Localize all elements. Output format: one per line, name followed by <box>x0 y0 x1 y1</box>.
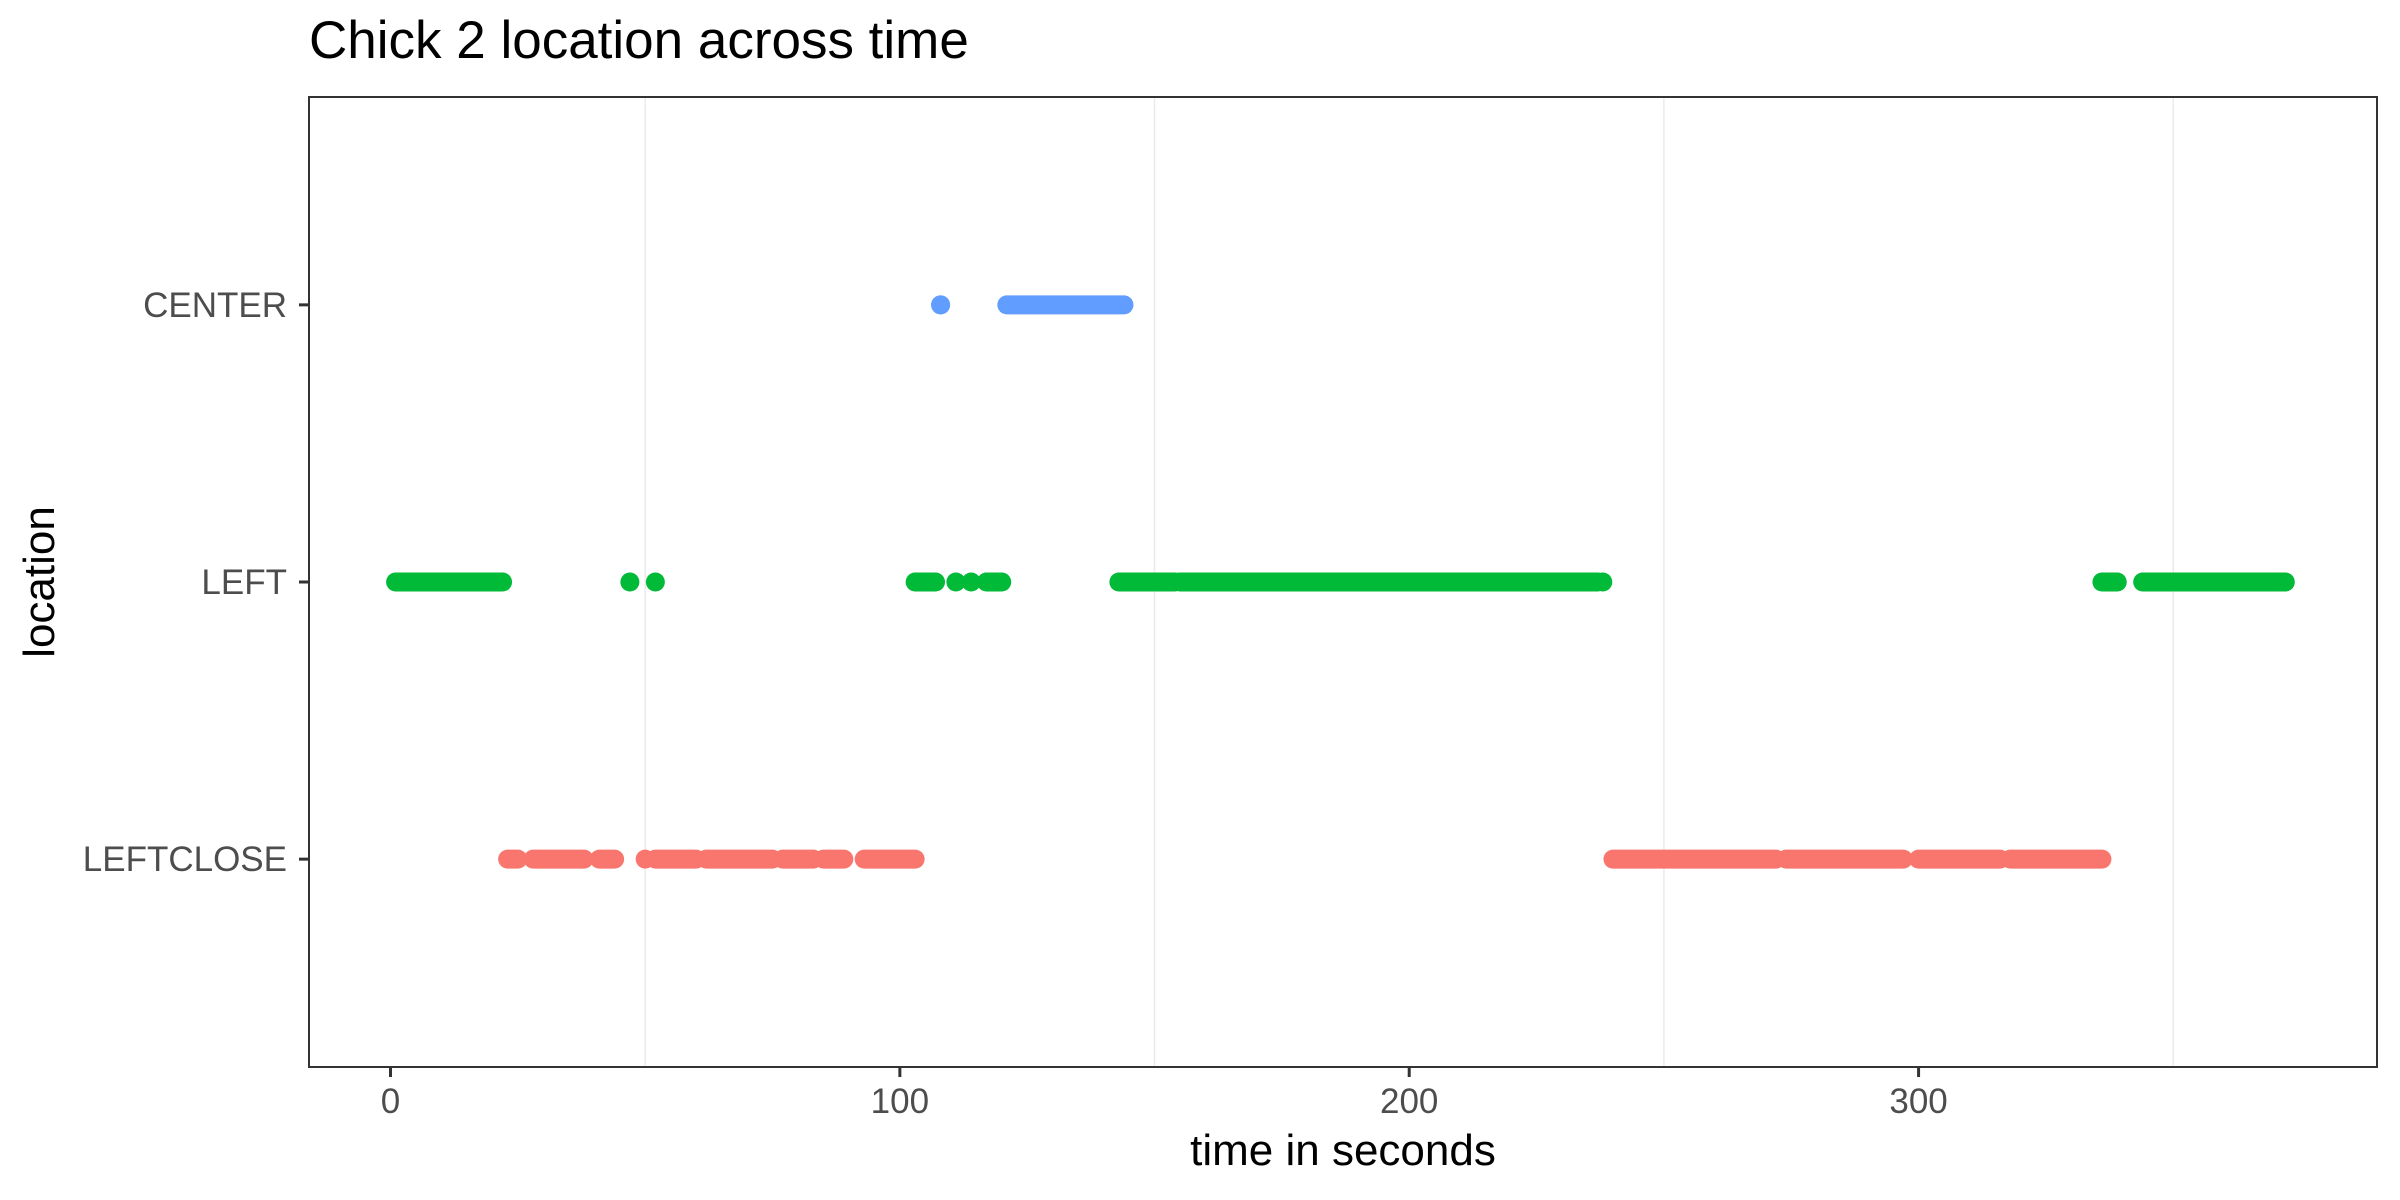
point-run <box>976 572 1012 592</box>
y-tick-label: CENTER <box>143 286 287 325</box>
data-point <box>645 572 665 592</box>
point-run <box>523 849 594 869</box>
point-run <box>386 572 513 592</box>
y-axis-title: location <box>15 506 64 658</box>
point-run <box>997 295 1134 315</box>
x-tick-label: 100 <box>871 1082 929 1121</box>
data-point <box>620 572 640 592</box>
x-axis-title: time in seconds <box>1190 1126 1496 1175</box>
data-point <box>635 849 655 869</box>
point-run <box>813 849 854 869</box>
series-left <box>386 572 2295 592</box>
point-run <box>1909 849 2010 869</box>
data-point <box>946 572 966 592</box>
point-run <box>498 849 528 869</box>
points-layer <box>386 295 2295 869</box>
point-run <box>696 849 783 869</box>
point-run <box>2092 572 2127 592</box>
point-run <box>1603 849 1786 869</box>
point-run <box>2133 572 2295 592</box>
series-leftclose <box>498 849 2112 869</box>
point-run <box>589 849 625 869</box>
x-tick-label: 200 <box>1380 1082 1438 1121</box>
point-run <box>773 849 823 869</box>
series-center <box>931 295 1134 315</box>
x-tick-label: 300 <box>1889 1082 1947 1121</box>
data-point <box>1593 572 1613 592</box>
data-point <box>931 295 951 315</box>
point-run <box>1109 572 1185 592</box>
point-run <box>1170 572 1608 592</box>
point-run <box>905 572 946 592</box>
x-tick-label: 0 <box>381 1082 400 1121</box>
axis-layer: 0 100 200 300 LEFTCLOSE LEFT CENTER <box>83 286 1948 1121</box>
y-tick-label: LEFTCLOSE <box>83 840 287 879</box>
data-point <box>961 572 981 592</box>
y-tick-label: LEFT <box>201 563 287 602</box>
chart-title: Chick 2 location across time <box>309 11 969 70</box>
point-run <box>2000 849 2112 869</box>
point-run <box>1776 849 1913 869</box>
point-run <box>645 849 706 869</box>
point-run <box>854 849 925 869</box>
